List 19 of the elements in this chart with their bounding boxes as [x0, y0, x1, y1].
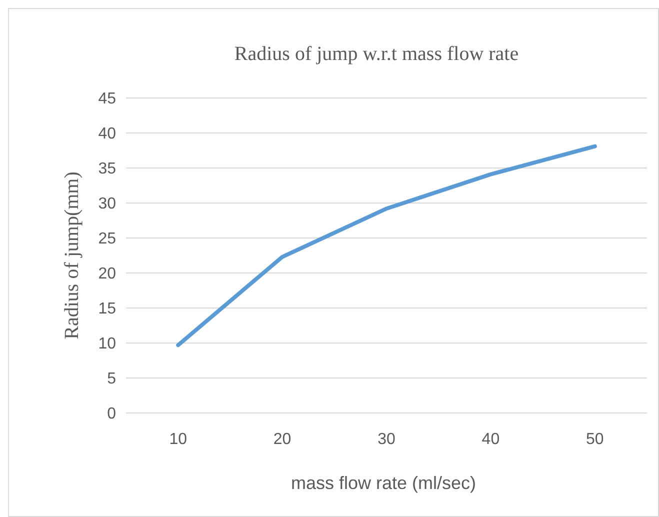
x-tick-label: 20	[273, 431, 292, 448]
y-tick-label: 30	[98, 196, 116, 213]
y-tick-label: 15	[98, 300, 116, 318]
y-tick-label: 45	[98, 90, 116, 108]
y-tick-label: 5	[107, 370, 116, 388]
y-axis-title: Radius of jump(mm)	[61, 172, 83, 340]
y-tick-label: 35	[98, 160, 116, 178]
x-tick-label: 30	[378, 431, 396, 448]
y-tick-label: 40	[98, 126, 116, 143]
line-series	[176, 144, 597, 348]
x-tick-label: 40	[482, 431, 500, 448]
y-tick-label: 25	[98, 230, 116, 248]
chart-title: Radius of jump w.r.t mass flow rate	[234, 43, 519, 65]
x-tick-label: 10	[169, 431, 188, 448]
x-tick-label: 50	[586, 431, 604, 448]
y-tick-label: 20	[98, 266, 116, 283]
x-axis-title: mass flow rate (ml/sec)	[290, 473, 476, 493]
y-tick-label: 0	[107, 406, 116, 423]
y-tick-label: 10	[98, 336, 116, 353]
